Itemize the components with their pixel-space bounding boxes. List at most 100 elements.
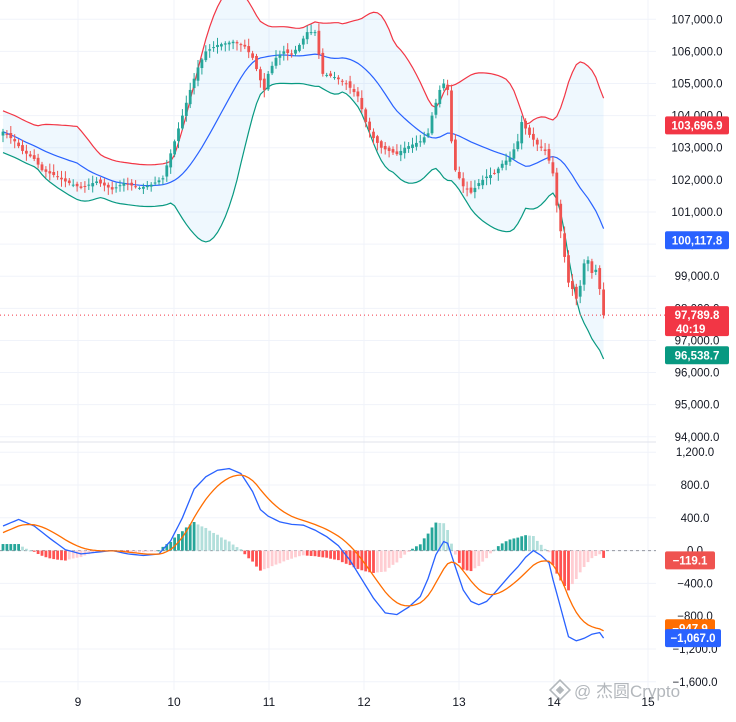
candle[interactable] — [403, 141, 407, 159]
candle[interactable] — [305, 25, 309, 45]
candle[interactable] — [204, 45, 208, 63]
candle[interactable] — [395, 144, 399, 156]
candle[interactable] — [532, 127, 535, 147]
candle[interactable] — [286, 43, 290, 61]
candle[interactable] — [430, 112, 434, 136]
candle[interactable] — [418, 134, 422, 147]
candle[interactable] — [469, 180, 473, 195]
candle[interactable] — [243, 39, 247, 50]
candle[interactable] — [266, 71, 270, 91]
candle[interactable] — [103, 178, 106, 192]
candle[interactable] — [496, 166, 500, 181]
candle[interactable] — [426, 128, 430, 138]
candles[interactable] — [1, 23, 605, 319]
candle[interactable] — [227, 40, 231, 51]
candle[interactable] — [422, 131, 426, 145]
candle[interactable] — [364, 107, 368, 128]
candle[interactable] — [56, 170, 59, 180]
candle[interactable] — [563, 226, 566, 263]
candle[interactable] — [188, 82, 192, 109]
candle[interactable] — [235, 40, 239, 51]
candle[interactable] — [208, 44, 212, 58]
candle[interactable] — [313, 29, 317, 36]
candle[interactable] — [67, 178, 71, 186]
candle[interactable] — [411, 137, 414, 153]
candle[interactable] — [504, 153, 508, 171]
candle[interactable] — [290, 49, 293, 58]
candle[interactable] — [216, 37, 219, 54]
candle[interactable] — [360, 90, 364, 113]
candle[interactable] — [181, 109, 184, 131]
candle[interactable] — [457, 166, 461, 180]
candle[interactable] — [567, 250, 570, 288]
candle[interactable] — [52, 164, 56, 178]
candle[interactable] — [153, 176, 157, 186]
candle[interactable] — [48, 163, 52, 181]
candle[interactable] — [114, 182, 118, 193]
candle[interactable] — [333, 71, 336, 80]
candle[interactable] — [294, 45, 297, 57]
candle[interactable] — [473, 180, 477, 199]
candle[interactable] — [13, 134, 17, 149]
candle[interactable] — [169, 149, 173, 174]
candle[interactable] — [200, 57, 204, 75]
candle[interactable] — [578, 280, 582, 304]
candle[interactable] — [493, 169, 496, 175]
candle[interactable] — [270, 61, 274, 76]
candle[interactable] — [520, 115, 524, 150]
candle[interactable] — [539, 139, 543, 152]
candle[interactable] — [21, 139, 24, 155]
time-axis[interactable]: 9 10 11 12 13 14 15 — [75, 695, 655, 709]
candle[interactable] — [220, 42, 223, 51]
price-axis[interactable]: 107,000.0106,000.0105,000.0104,000.0103,… — [671, 14, 722, 444]
candle[interactable] — [329, 70, 332, 78]
candle[interactable] — [173, 139, 176, 158]
candle[interactable] — [454, 133, 457, 172]
candle[interactable] — [5, 130, 9, 139]
candle[interactable] — [574, 283, 578, 306]
candle[interactable] — [571, 274, 574, 296]
candle[interactable] — [278, 50, 282, 66]
candle[interactable] — [126, 177, 130, 191]
candle[interactable] — [9, 126, 13, 144]
candle[interactable] — [212, 41, 215, 52]
candle[interactable] — [344, 80, 348, 90]
candle[interactable] — [25, 144, 28, 161]
candle[interactable] — [255, 53, 258, 72]
candle[interactable] — [231, 39, 235, 50]
candle[interactable] — [450, 84, 453, 144]
candle[interactable] — [83, 181, 87, 193]
candle[interactable] — [379, 139, 383, 154]
candle[interactable] — [348, 75, 352, 94]
candle[interactable] — [184, 95, 188, 122]
candle[interactable] — [17, 139, 20, 149]
candle[interactable] — [543, 143, 547, 156]
candle[interactable] — [239, 42, 243, 52]
candle[interactable] — [383, 142, 387, 155]
candle[interactable] — [118, 180, 122, 192]
candle[interactable] — [259, 66, 262, 88]
candle[interactable] — [36, 153, 40, 169]
candle[interactable] — [508, 151, 512, 166]
candle[interactable] — [32, 149, 36, 162]
candle[interactable] — [477, 178, 481, 190]
candle[interactable] — [598, 265, 602, 295]
candle[interactable] — [87, 178, 91, 190]
candle[interactable] — [298, 43, 301, 53]
candle[interactable] — [145, 180, 149, 190]
candle[interactable] — [356, 87, 360, 103]
candle[interactable] — [309, 24, 313, 36]
candle[interactable] — [551, 156, 555, 177]
candle[interactable] — [157, 177, 161, 185]
candle[interactable] — [130, 179, 134, 191]
candle[interactable] — [28, 150, 32, 158]
candle[interactable] — [177, 122, 180, 149]
candle[interactable] — [274, 50, 278, 69]
candle[interactable] — [79, 181, 83, 190]
candle[interactable] — [71, 179, 75, 188]
candle[interactable] — [337, 75, 340, 85]
candle[interactable] — [602, 282, 605, 319]
candle[interactable] — [415, 135, 418, 151]
candle[interactable] — [559, 199, 563, 239]
